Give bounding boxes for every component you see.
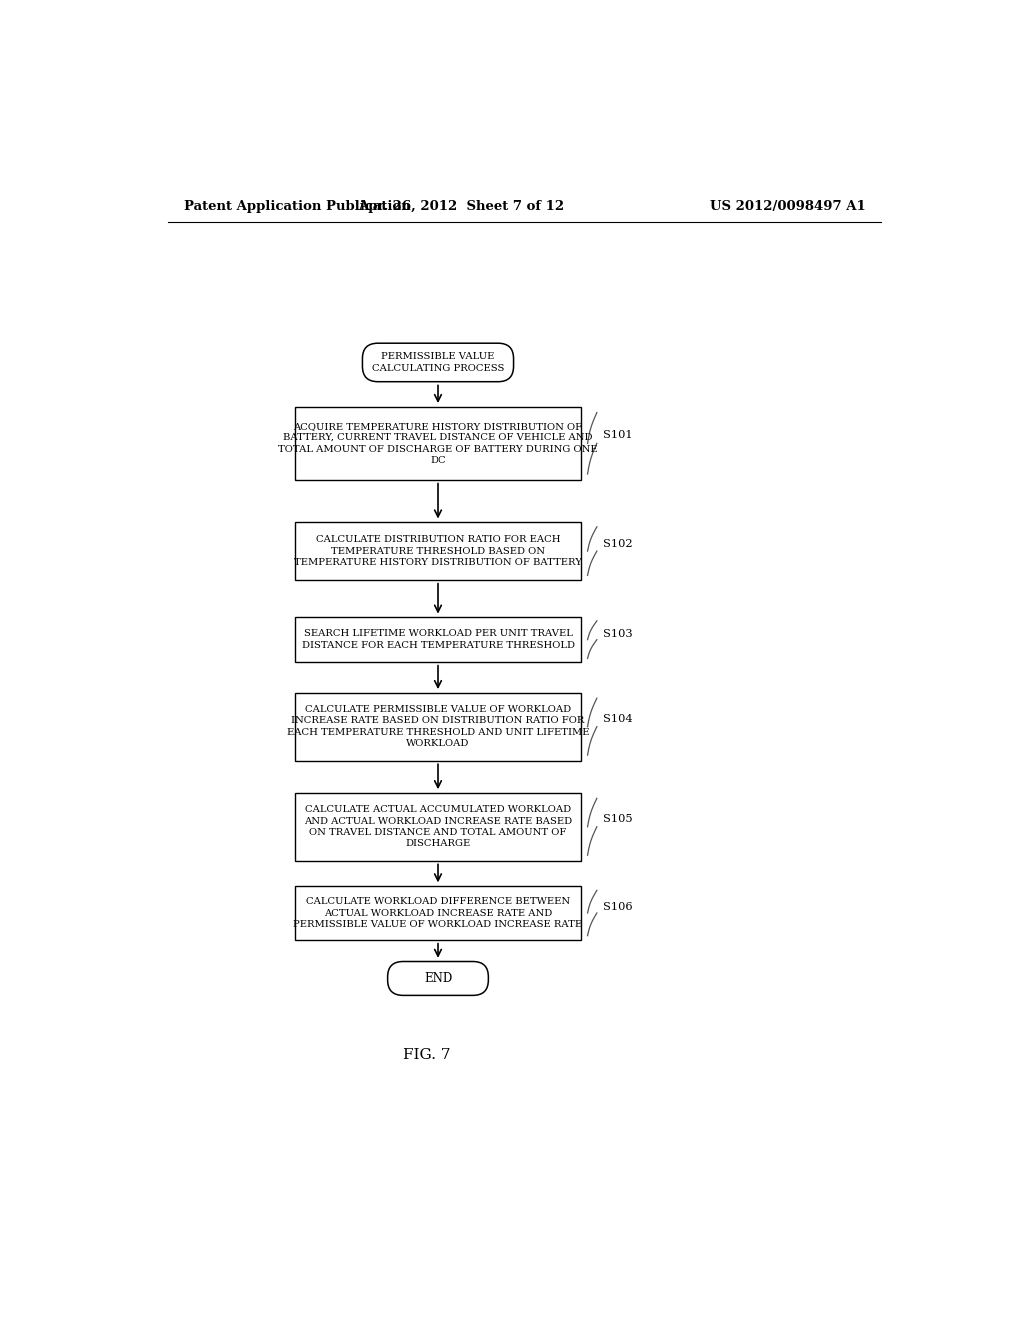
Text: CALCULATE WORKLOAD DIFFERENCE BETWEEN
ACTUAL WORKLOAD INCREASE RATE AND
PERMISSI: CALCULATE WORKLOAD DIFFERENCE BETWEEN AC…	[294, 898, 583, 929]
Text: CALCULATE ACTUAL ACCUMULATED WORKLOAD
AND ACTUAL WORKLOAD INCREASE RATE BASED
ON: CALCULATE ACTUAL ACCUMULATED WORKLOAD AN…	[304, 805, 572, 849]
Bar	[295, 886, 582, 940]
Text: S106: S106	[603, 902, 633, 912]
Text: ACQUIRE TEMPERATURE HISTORY DISTRIBUTION OF
BATTERY, CURRENT TRAVEL DISTANCE OF : ACQUIRE TEMPERATURE HISTORY DISTRIBUTION…	[279, 421, 598, 465]
Bar	[295, 407, 582, 480]
Bar	[295, 618, 582, 663]
Text: Patent Application Publication: Patent Application Publication	[183, 199, 411, 213]
Text: S101: S101	[603, 429, 633, 440]
Text: S103: S103	[603, 630, 633, 639]
Text: S102: S102	[603, 539, 633, 549]
Text: US 2012/0098497 A1: US 2012/0098497 A1	[710, 199, 866, 213]
Bar	[295, 523, 582, 579]
Text: S105: S105	[603, 813, 633, 824]
Text: CALCULATE PERMISSIBLE VALUE OF WORKLOAD
INCREASE RATE BASED ON DISTRIBUTION RATI: CALCULATE PERMISSIBLE VALUE OF WORKLOAD …	[287, 705, 589, 748]
Text: END: END	[424, 972, 453, 985]
Text: SEARCH LIFETIME WORKLOAD PER UNIT TRAVEL
DISTANCE FOR EACH TEMPERATURE THRESHOLD: SEARCH LIFETIME WORKLOAD PER UNIT TRAVEL…	[301, 630, 574, 649]
Text: S104: S104	[603, 714, 633, 723]
Text: CALCULATE DISTRIBUTION RATIO FOR EACH
TEMPERATURE THRESHOLD BASED ON
TEMPERATURE: CALCULATE DISTRIBUTION RATIO FOR EACH TE…	[294, 535, 582, 568]
FancyBboxPatch shape	[362, 343, 514, 381]
Text: PERMISSIBLE VALUE
CALCULATING PROCESS: PERMISSIBLE VALUE CALCULATING PROCESS	[372, 351, 504, 374]
Text: FIG. 7: FIG. 7	[402, 1048, 451, 1063]
Text: Apr. 26, 2012  Sheet 7 of 12: Apr. 26, 2012 Sheet 7 of 12	[358, 199, 564, 213]
FancyBboxPatch shape	[388, 961, 488, 995]
Bar	[295, 793, 582, 861]
Bar	[295, 693, 582, 760]
